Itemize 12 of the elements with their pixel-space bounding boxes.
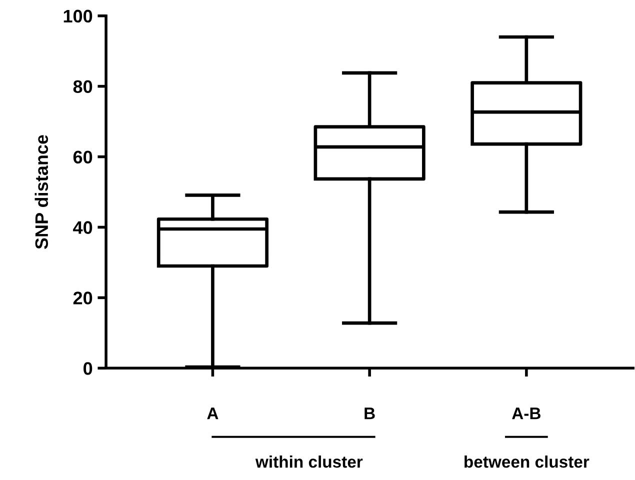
y-tick-label: 60: [73, 150, 92, 164]
y-tick-label: 40: [73, 221, 92, 234]
y-tick-label: 0: [84, 362, 92, 375]
text: within cluster: [255, 456, 363, 468]
y-tick-label: 80: [73, 80, 92, 94]
y-tick-label: 100: [64, 10, 92, 23]
x-tick-label: B: [364, 408, 375, 420]
text: between cluster: [464, 456, 590, 468]
x-tick-label: A: [207, 408, 218, 420]
x-tick-label: A-B: [512, 408, 540, 420]
y-axis-title: SNP distance: [34, 135, 48, 250]
y-tick-label: 20: [73, 292, 92, 304]
